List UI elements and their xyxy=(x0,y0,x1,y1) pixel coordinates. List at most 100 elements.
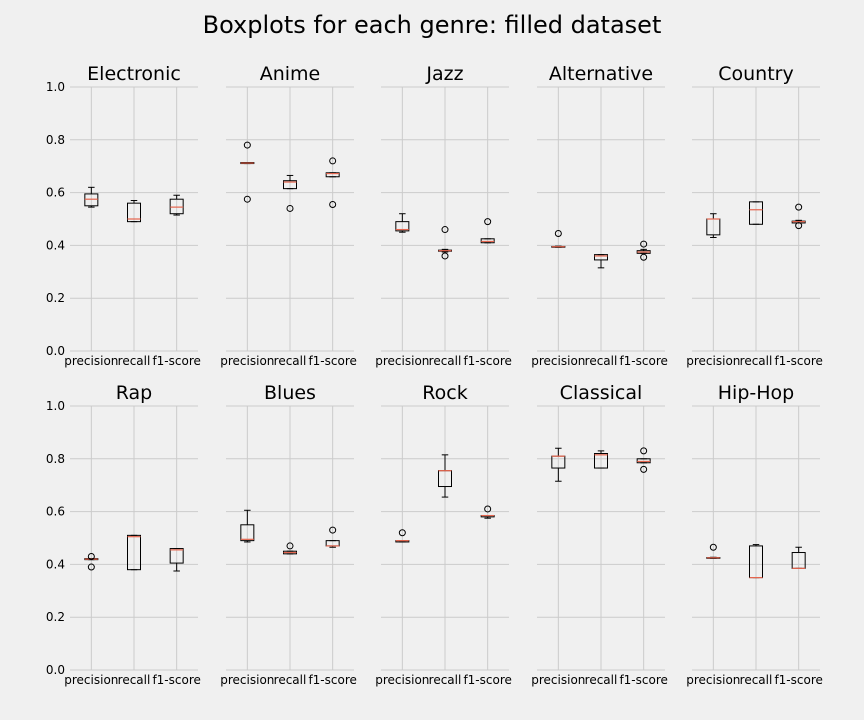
box-recall xyxy=(438,226,452,260)
x-tick-label: recall xyxy=(429,673,462,687)
box-iqr xyxy=(749,201,763,225)
x-tick-label: precision xyxy=(64,673,118,687)
y-tick-label: 0.4 xyxy=(46,238,65,252)
y-tick-label: 0.8 xyxy=(46,133,65,147)
panel-alternative: Alternative precision recall f1-score xyxy=(531,63,668,368)
y-tick-label: 0.0 xyxy=(46,663,65,677)
x-tick-label: precision xyxy=(686,673,740,687)
outlier-point xyxy=(286,542,294,550)
y-tick-label: 0.0 xyxy=(46,344,65,358)
outlier-point xyxy=(243,141,251,149)
box-precision xyxy=(240,509,255,543)
x-tick-label: f1-score xyxy=(463,673,511,687)
x-tick-label: precision xyxy=(531,673,585,687)
box-recall xyxy=(438,454,452,498)
panel-title: Alternative xyxy=(549,63,653,85)
box-iqr xyxy=(169,548,184,564)
x-tick-label: precision xyxy=(531,354,585,368)
box-precision xyxy=(551,447,566,482)
x-tick-label: recall xyxy=(740,354,773,368)
box-precision xyxy=(706,213,721,238)
x-tick-label: f1-score xyxy=(619,673,667,687)
box-iqr xyxy=(240,524,255,542)
outlier-point xyxy=(484,218,492,226)
box-f1-score xyxy=(791,546,806,569)
panel-rock: Rock precision recall f1-score xyxy=(375,382,512,687)
box-iqr xyxy=(283,180,297,190)
y-tick-label: 1.0 xyxy=(46,399,65,413)
box-recall xyxy=(127,200,141,223)
box-f1-score xyxy=(480,505,495,519)
panel-anime: Anime precision recall f1-score xyxy=(220,63,357,368)
y-tick-label: 0.2 xyxy=(46,610,65,624)
outlier-point xyxy=(329,200,337,208)
x-tick-label: recall xyxy=(118,673,151,687)
box-recall xyxy=(283,542,297,555)
outlier-point xyxy=(441,226,449,234)
chart-title: Boxplots for each genre: filled dataset xyxy=(203,11,662,39)
box-precision xyxy=(240,141,255,203)
box-iqr xyxy=(594,453,608,469)
box-iqr xyxy=(169,198,184,215)
x-tick-label: f1-score xyxy=(774,673,822,687)
box-f1-score xyxy=(636,447,651,473)
panel-country: Country precision recall f1-score xyxy=(686,63,823,368)
x-tick-label: recall xyxy=(274,673,307,687)
box-f1-score xyxy=(169,194,184,216)
box-precision xyxy=(395,529,410,543)
panel-title: Electronic xyxy=(87,63,181,85)
box-recall xyxy=(749,201,763,225)
box-f1-score xyxy=(636,240,651,261)
outlier-point xyxy=(87,563,95,571)
x-tick-label: recall xyxy=(118,354,151,368)
panel-blues: Blues precision recall f1-score xyxy=(220,382,357,687)
panel-hip-hop: Hip-Hop precision recall f1-score xyxy=(686,382,823,687)
x-tick-label: f1-score xyxy=(308,354,356,368)
box-iqr xyxy=(594,254,608,261)
x-tick-label: precision xyxy=(375,354,429,368)
x-tick-label: f1-score xyxy=(774,354,822,368)
panel-classical: Classical precision recall f1-score xyxy=(531,382,668,687)
box-f1-score xyxy=(169,548,184,572)
box-iqr xyxy=(127,202,141,223)
panel-title: Classical xyxy=(560,382,643,404)
outlier-point xyxy=(484,505,492,513)
box-iqr xyxy=(325,172,340,178)
x-tick-label: recall xyxy=(274,354,307,368)
box-recall xyxy=(283,174,297,212)
panel-title: Rock xyxy=(422,382,467,404)
x-tick-label: f1-score xyxy=(619,354,667,368)
x-tick-label: f1-score xyxy=(152,673,200,687)
outlier-point xyxy=(441,252,449,260)
box-recall xyxy=(127,534,141,571)
panel-title: Anime xyxy=(260,63,321,85)
outlier-point xyxy=(640,447,648,455)
outlier-point xyxy=(286,204,294,212)
box-precision xyxy=(551,230,566,248)
panel-title: Jazz xyxy=(425,63,463,85)
x-tick-label: precision xyxy=(220,354,274,368)
panel-rap: Rap 0.0 0.2 0.4 0.6 0.8 1.0 precision recall f1-s… xyxy=(46,382,201,687)
x-tick-label: f1-score xyxy=(152,354,200,368)
x-tick-label: recall xyxy=(429,354,462,368)
x-tick-label: precision xyxy=(64,354,118,368)
y-tick-label: 1.0 xyxy=(46,80,65,94)
box-precision xyxy=(395,213,410,233)
box-recall xyxy=(594,450,608,469)
y-tick-label: 0.2 xyxy=(46,291,65,305)
box-precision xyxy=(84,552,99,571)
x-tick-label: f1-score xyxy=(308,673,356,687)
panel-title: Rap xyxy=(116,382,153,404)
y-tick-label: 0.6 xyxy=(46,505,65,519)
panel-title: Country xyxy=(718,63,793,85)
outlier-point xyxy=(709,543,717,551)
y-tick-label: 0.8 xyxy=(46,452,65,466)
x-tick-label: recall xyxy=(585,673,618,687)
panel-title: Blues xyxy=(264,382,316,404)
x-tick-label: precision xyxy=(375,673,429,687)
box-iqr xyxy=(636,458,651,464)
box-f1-score xyxy=(480,218,495,244)
outlier-point xyxy=(640,253,648,261)
